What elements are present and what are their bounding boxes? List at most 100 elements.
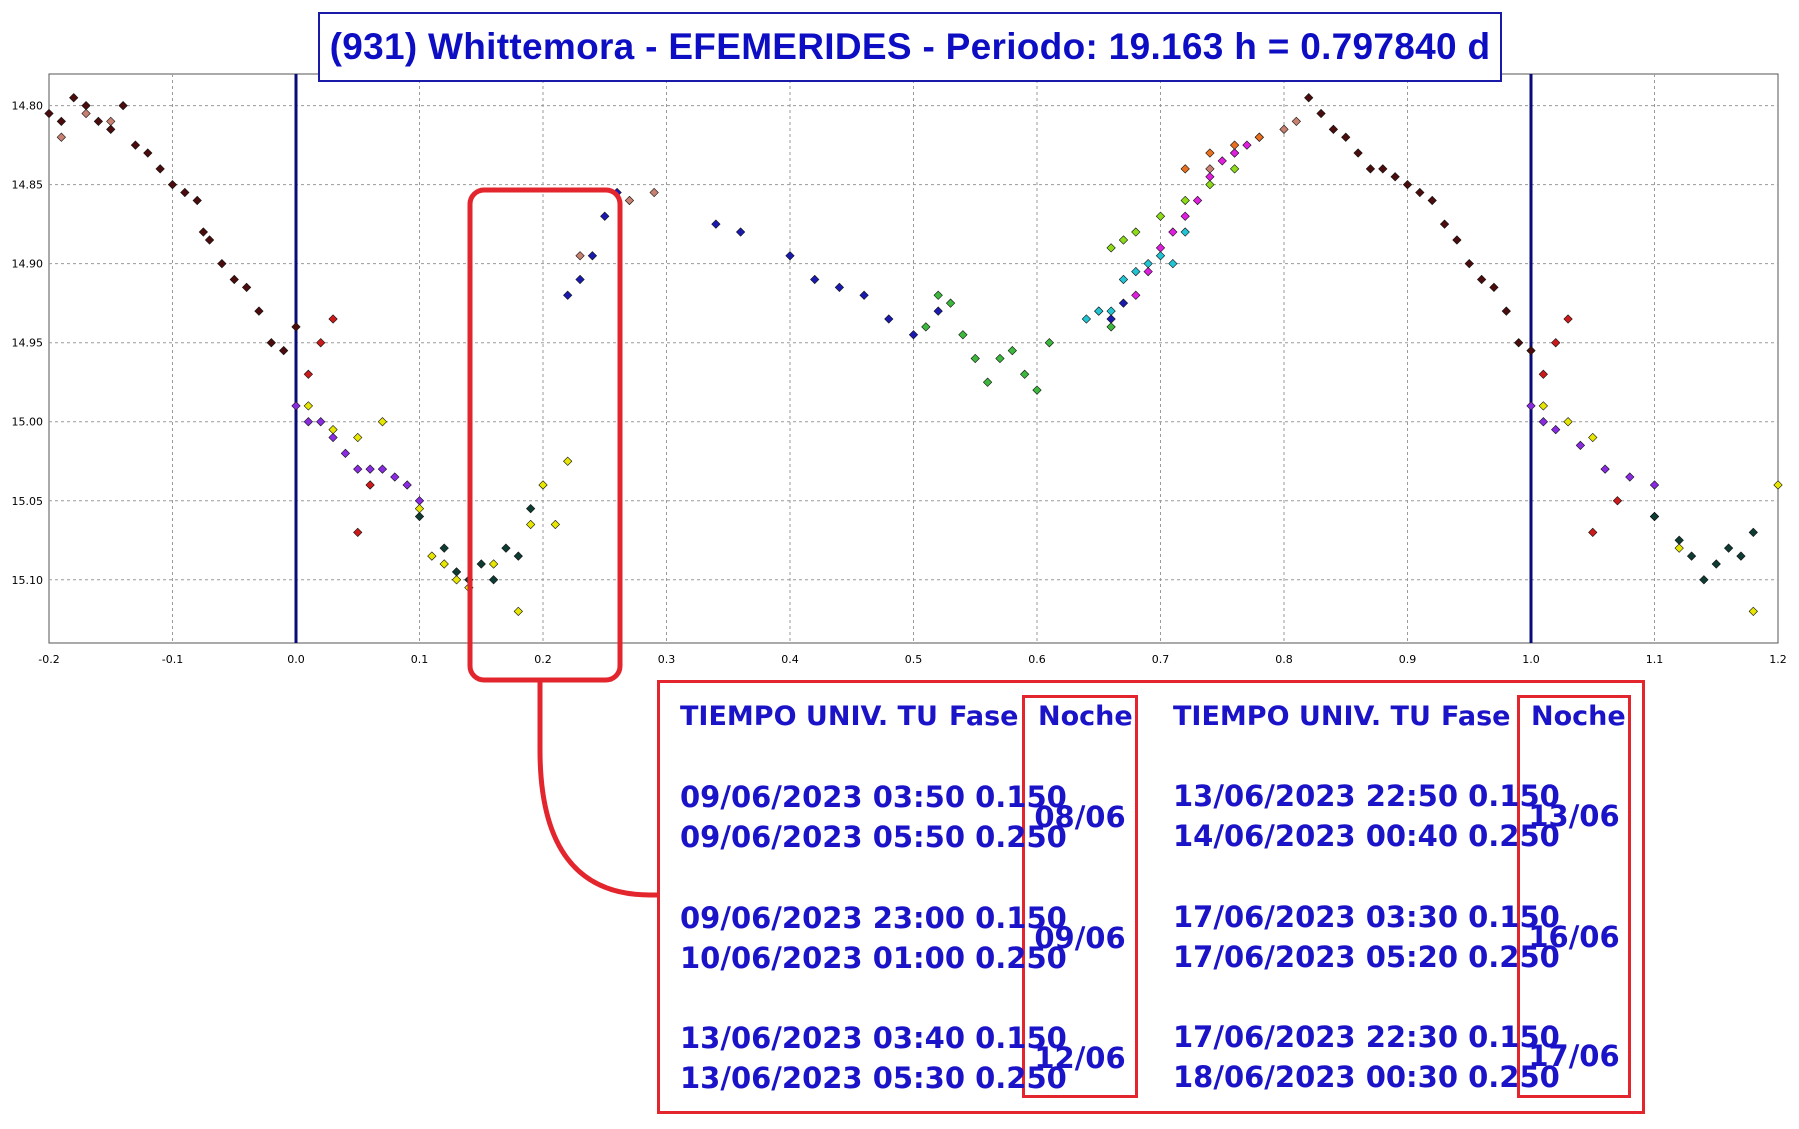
data-point [1328,124,1339,134]
eph-row: 17/06/2023 22:30 0.150 [1173,1020,1560,1054]
data-point [1723,543,1734,553]
data-point [1538,417,1548,427]
data-point [1439,219,1450,229]
data-point [1686,551,1697,561]
eph-row: 13/06/2023 03:40 0.150 [680,1021,1067,1055]
data-point [1563,314,1573,324]
data-point [1044,338,1054,348]
data-point [488,575,499,585]
data-point [1131,227,1141,237]
data-point [353,527,363,537]
data-point [266,338,276,348]
y-tick-label: 14.80 [12,100,44,113]
data-point [1180,164,1190,174]
data-point [1229,148,1240,158]
data-point [316,338,326,348]
data-point [340,448,351,458]
data-point [1711,559,1721,569]
data-point [1625,472,1635,482]
data-point [1217,156,1227,166]
data-point [1341,132,1351,142]
data-point [488,559,499,569]
data-point [1489,282,1499,292]
eph-row: 13/06/2023 05:30 0.250 [680,1061,1067,1095]
eph-row: 09/06/2023 03:50 0.150 [680,780,1067,814]
data-point [933,306,943,316]
x-tick-label: 1.1 [1646,653,1664,666]
data-point [1205,180,1215,190]
data-point [81,108,91,119]
y-tick-label: 15.00 [12,416,44,429]
data-point [377,464,388,474]
eph-row: 17/06/2023 03:30 0.150 [1173,900,1560,934]
data-point [1118,274,1129,285]
data-point [229,274,239,285]
data-point [1316,108,1326,119]
data-point [563,456,573,466]
data-point [600,211,610,221]
data-point [1427,195,1437,206]
data-point [587,251,598,261]
data-point [1538,369,1548,379]
eph-row: 18/06/2023 00:30 0.250 [1173,1060,1560,1094]
y-tick-label: 15.05 [12,495,44,508]
data-point [834,282,845,292]
data-point [451,575,462,585]
data-point [526,504,536,514]
data-point [1526,345,1536,356]
data-point [69,93,79,103]
data-point [1106,243,1116,253]
data-point [1131,266,1141,277]
data-point [1205,148,1215,158]
data-point [575,274,585,285]
header-night-left: Noche [1038,701,1133,732]
data-point [1143,266,1153,277]
data-point [1378,164,1388,174]
data-point [970,353,980,364]
data-point [328,432,338,443]
eph-row: 13/06/2023 22:50 0.150 [1173,779,1560,813]
data-point [1168,227,1178,237]
data-point [1563,417,1573,427]
data-point [1229,164,1240,174]
data-point [204,235,215,245]
night-value: 16/06 [1528,920,1620,954]
data-point [1180,211,1190,221]
header-time-left: TIEMPO UNIV. TU [680,701,938,732]
data-point [427,551,437,561]
data-point [1020,369,1030,379]
data-point [167,180,178,190]
data-point [921,322,931,332]
data-point [353,432,363,443]
data-point [810,274,820,285]
data-point [1155,211,1166,221]
data-point [155,164,165,174]
header-night-right: Noche [1531,701,1626,732]
data-point [526,519,536,530]
data-point [1118,235,1129,245]
x-tick-label: 0.4 [781,653,799,666]
data-point [1168,259,1178,269]
data-point [1106,306,1116,316]
data-point [365,480,375,490]
data-point [1229,140,1240,150]
data-point [180,187,190,198]
data-point [1242,140,1252,150]
x-tick-label: 1.2 [1769,653,1787,666]
header-time-right: TIEMPO UNIV. TU [1173,701,1431,732]
data-point [1588,527,1598,537]
x-tick-label: 0.1 [411,653,429,666]
data-point [513,606,523,617]
data-point [1180,195,1190,206]
data-point [501,543,511,553]
data-point [1155,251,1166,261]
eph-row: 14/06/2023 00:40 0.250 [1173,819,1560,853]
data-point [785,251,795,261]
data-point [1180,227,1190,237]
data-point [106,124,116,134]
data-point [575,251,585,261]
data-point [1736,551,1746,561]
x-tick-label: 0.8 [1275,653,1293,666]
data-point [550,519,560,530]
